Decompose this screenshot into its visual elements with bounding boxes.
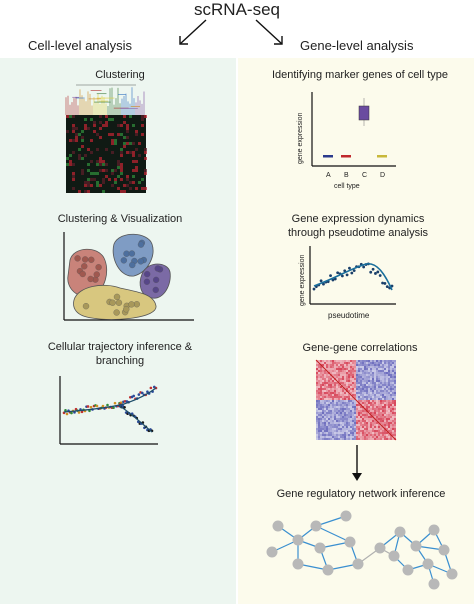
cell-level-heading: Cell-level analysis bbox=[28, 38, 133, 53]
marker-ylabel: gene expression bbox=[297, 113, 304, 164]
gene-level-panel bbox=[238, 58, 474, 604]
gene-level-heading: Gene-level analysis bbox=[300, 38, 414, 53]
gene-correlation-label: Gene-gene correlations bbox=[302, 342, 418, 354]
correlation-heatmap bbox=[315, 359, 397, 441]
pseudotime-ylabel: gene expression bbox=[299, 255, 306, 306]
page-title: scRNA-seq bbox=[194, 0, 280, 19]
svg-text:A: A bbox=[326, 172, 331, 179]
marker-xlabel: cell type bbox=[334, 183, 360, 190]
pseudotime-label: Gene expression dynamics through pseudot… bbox=[287, 213, 429, 239]
svg-text:C: C bbox=[362, 172, 367, 179]
svg-text:D: D bbox=[380, 172, 385, 179]
marker-genes-plot: gene expression A B C D cell type bbox=[297, 92, 396, 190]
down-arrow bbox=[352, 445, 362, 481]
trajectory-plot bbox=[59, 376, 158, 445]
grn-label: Gene regulatory network inference bbox=[276, 488, 446, 500]
gene-regulatory-network bbox=[266, 510, 458, 590]
pseudotime-plot: gene expression pseudotime bbox=[299, 246, 396, 320]
marker-genes-label: Identifying marker genes of cell type bbox=[271, 69, 449, 81]
clustering-visualization-label: Clustering & Visualization bbox=[57, 213, 183, 225]
clustering-label: Clustering bbox=[95, 69, 145, 81]
svg-text:B: B bbox=[344, 172, 349, 179]
cluster-visualization bbox=[63, 232, 194, 321]
clustering-heatmap bbox=[65, 84, 147, 193]
trajectory-label: Cellular trajectory inference & branchin… bbox=[47, 341, 193, 367]
split-arrows bbox=[179, 19, 283, 45]
pseudotime-xlabel: pseudotime bbox=[328, 311, 370, 320]
